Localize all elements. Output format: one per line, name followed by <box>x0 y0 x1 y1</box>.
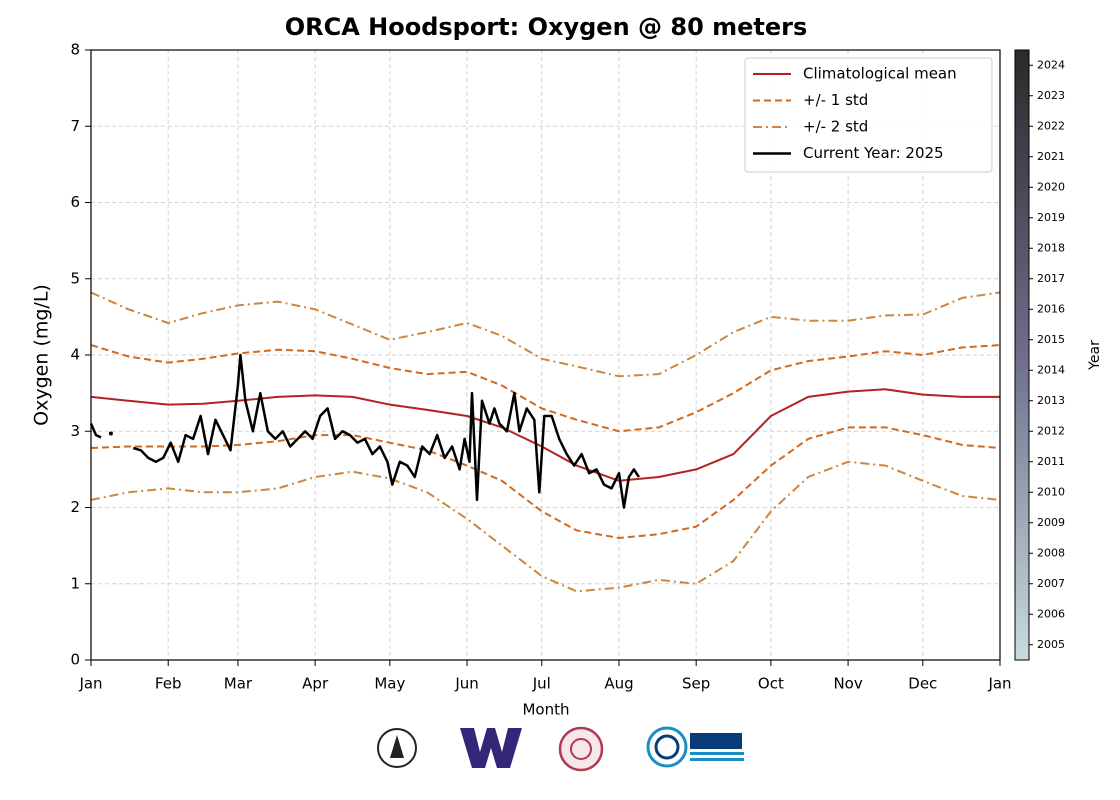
colorbar-tick-label: 2013 <box>1037 394 1065 407</box>
series-line <box>132 353 640 509</box>
logo <box>690 733 742 749</box>
y-axis-label: Oxygen (mg/L) <box>31 284 53 426</box>
x-tick-label: Feb <box>155 675 182 693</box>
y-tick-label: 1 <box>70 574 80 592</box>
colorbar-tick-label: 2010 <box>1037 485 1065 498</box>
series-line-point <box>108 431 113 436</box>
legend-box <box>744 57 993 173</box>
colorbar-tick-label: 2021 <box>1037 150 1065 163</box>
logo <box>690 758 744 761</box>
colorbar-tick-label: 2020 <box>1037 180 1065 193</box>
colorbar-tick-label: 2011 <box>1037 455 1065 468</box>
colorbar-tick-label: 2014 <box>1037 363 1065 376</box>
colorbar-tick-label: 2006 <box>1037 607 1065 620</box>
x-axis-label: Month <box>522 701 569 719</box>
colorbar-label: Year <box>1087 340 1103 371</box>
x-tick-label: Oct <box>758 675 784 693</box>
colorbar-tick-label: 2022 <box>1037 119 1065 132</box>
x-tick-label: May <box>374 675 405 693</box>
y-tick-label: 0 <box>70 651 80 669</box>
series-line <box>89 423 102 439</box>
logo <box>570 738 592 760</box>
y-tick-label: 7 <box>70 117 80 135</box>
x-tick-label: Nov <box>833 675 862 693</box>
colorbar-tick-label: 2009 <box>1037 516 1065 529</box>
x-tick-label: Jul <box>532 675 551 693</box>
logo <box>646 726 688 768</box>
colorbar-tick-label: 2023 <box>1037 89 1065 102</box>
y-tick-label: 6 <box>70 193 80 211</box>
legend-label: +/- 2 std <box>803 118 868 136</box>
x-tick-label: Sep <box>682 675 710 693</box>
colorbar-tick-label: 2012 <box>1037 424 1065 437</box>
y-tick-label: 4 <box>70 346 80 364</box>
colorbar-tick-label: 2015 <box>1037 333 1065 346</box>
colorbar <box>1014 49 1030 661</box>
series-line <box>90 426 1001 539</box>
series-line <box>90 291 1001 378</box>
logos <box>377 726 744 772</box>
colorbar-tick-label: 2005 <box>1037 638 1065 651</box>
logo <box>390 735 404 758</box>
colorbar-tick-label: 2024 <box>1037 58 1065 71</box>
series-line <box>90 388 1000 482</box>
x-tick-label: Aug <box>604 675 633 693</box>
logo <box>558 726 604 772</box>
logo <box>654 734 680 760</box>
colorbar-tick-label: 2017 <box>1037 272 1065 285</box>
colorbar-tick-label: 2008 <box>1037 546 1065 559</box>
series-line <box>90 460 1001 593</box>
colorbar-tick-label: 2007 <box>1037 577 1065 590</box>
legend-label: Climatological mean <box>803 65 957 83</box>
x-tick-label: Apr <box>302 675 329 693</box>
plot-frame <box>90 49 1001 661</box>
colorbar-tick-label: 2019 <box>1037 211 1065 224</box>
colorbar-tick-label: 2018 <box>1037 241 1065 254</box>
x-tick-label: Jan <box>987 675 1011 693</box>
x-tick-label: Dec <box>908 675 937 693</box>
y-tick-label: 5 <box>70 269 80 287</box>
series-line <box>90 344 1001 433</box>
colorbar-tick-label: 2016 <box>1037 302 1065 315</box>
y-tick-label: 8 <box>70 41 80 59</box>
logo <box>460 728 522 768</box>
x-tick-label: Jan <box>78 675 102 693</box>
legend-label: Current Year: 2025 <box>803 144 944 162</box>
chart-title: ORCA Hoodsport: Oxygen @ 80 meters <box>285 13 808 41</box>
y-tick-label: 3 <box>70 422 80 440</box>
y-tick-label: 2 <box>70 498 80 516</box>
x-tick-label: Jun <box>454 675 478 693</box>
legend-label: +/- 1 std <box>803 91 868 109</box>
x-tick-label: Mar <box>224 675 253 693</box>
logo <box>690 752 744 755</box>
